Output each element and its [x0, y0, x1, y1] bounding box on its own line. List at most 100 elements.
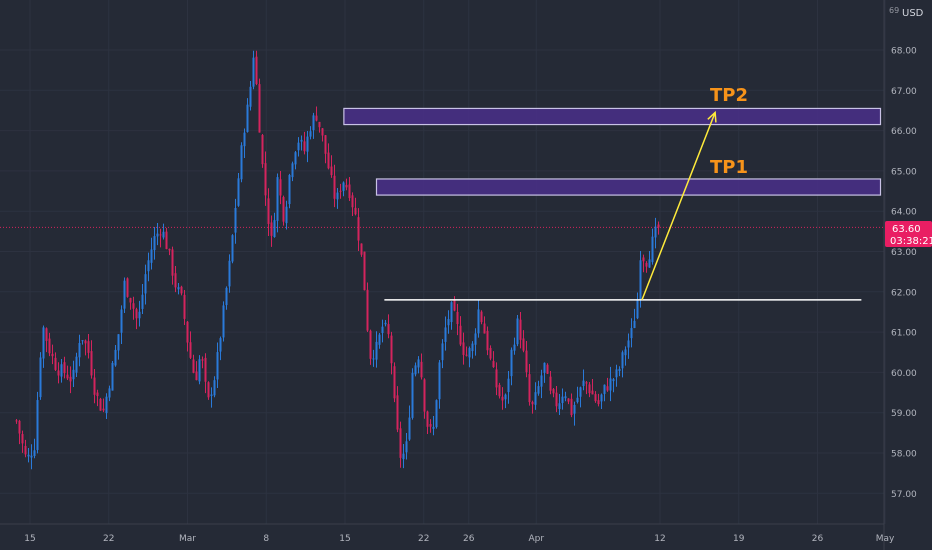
candle-body — [147, 260, 150, 272]
time-tick-label: May — [876, 534, 895, 544]
candle-body — [96, 392, 99, 397]
candle-body — [15, 420, 18, 422]
price-tick-label: 66.00 — [891, 127, 917, 137]
candle-body — [639, 260, 642, 300]
price-tick-label: 63.00 — [891, 248, 917, 258]
currency-label: USD — [902, 8, 924, 19]
candle-body — [324, 135, 327, 154]
tp2-resistance-zone[interactable] — [343, 107, 882, 126]
candle-body — [45, 328, 48, 341]
candle-body — [93, 377, 96, 395]
projection-arrow[interactable] — [641, 112, 716, 301]
candle-body — [252, 57, 255, 87]
countdown-value: 03:38:21 — [890, 236, 932, 247]
candle-body — [183, 294, 186, 319]
candle-body — [351, 195, 354, 208]
time-tick-label: Apr — [528, 534, 544, 544]
candle-body — [207, 382, 210, 398]
candle-body — [54, 357, 57, 370]
candle-body — [567, 398, 570, 402]
candle-body — [339, 190, 342, 192]
candle-body — [318, 121, 321, 128]
candle-body — [30, 455, 33, 458]
time-tick-label: 12 — [654, 534, 665, 544]
candle-body — [429, 424, 432, 427]
candle-body — [24, 445, 27, 455]
candle-body — [237, 178, 240, 206]
candle-body — [63, 362, 66, 374]
candle-body — [534, 392, 537, 405]
candle-body — [537, 386, 540, 394]
candle-body — [615, 369, 618, 378]
candle-body — [645, 262, 648, 267]
price-tick-label: 61.00 — [891, 329, 917, 339]
candle-body — [270, 222, 273, 236]
candle-body — [138, 311, 141, 319]
candle-body — [33, 450, 36, 456]
candle-body — [150, 249, 153, 263]
candle-body — [204, 357, 207, 382]
time-tick-label: Mar — [179, 534, 196, 544]
candle-body — [525, 350, 528, 373]
candle-body — [246, 104, 249, 132]
candle-body — [141, 294, 144, 309]
candle-body — [597, 400, 600, 405]
candle-body — [300, 139, 303, 142]
time-tick-label: 15 — [339, 534, 350, 544]
candle-body — [210, 394, 213, 396]
candle-body — [420, 361, 423, 378]
candle-body — [354, 207, 357, 215]
price-tick-label: 57.00 — [891, 490, 917, 500]
candle-body — [447, 319, 450, 326]
price-tick-label: 65.00 — [891, 167, 917, 177]
price-tick-label: 60.00 — [891, 369, 917, 379]
candle-body — [453, 299, 456, 311]
time-tick-label: 22 — [418, 534, 429, 544]
candle-body — [279, 179, 282, 196]
candle-body — [165, 231, 168, 250]
candle-body — [603, 384, 606, 394]
candle-body — [267, 198, 270, 224]
price-tick-label: 68.00 — [891, 47, 917, 57]
price-tick-label: 67.00 — [891, 87, 917, 97]
tp2-label: TP2 — [710, 85, 748, 106]
candle-body — [462, 342, 465, 355]
candle-body — [108, 388, 111, 398]
price-tick-label: 58.00 — [891, 450, 917, 460]
candle-body — [576, 397, 579, 403]
drawings-layer[interactable]: TP2 TP1 — [343, 85, 882, 301]
candle-body — [402, 453, 405, 460]
candle-body — [642, 257, 645, 262]
candle-body — [510, 349, 513, 377]
candle-body — [189, 342, 192, 358]
candle-body — [498, 384, 501, 397]
candle-body — [111, 362, 114, 391]
candle-body — [441, 343, 444, 361]
candle-body — [483, 323, 486, 334]
candle-body — [531, 401, 534, 405]
projection-arrowhead — [707, 110, 717, 123]
candle-body — [333, 175, 336, 199]
candle-body — [249, 86, 252, 107]
candle-body — [345, 184, 348, 188]
candle-body — [381, 326, 384, 334]
candle-body — [585, 382, 588, 384]
candle-body — [474, 333, 477, 345]
candle-body — [75, 356, 78, 373]
candle-body — [69, 376, 72, 382]
candle-body — [507, 378, 510, 393]
candle-body — [600, 394, 603, 402]
candle-body — [516, 318, 519, 345]
candle-body — [393, 366, 396, 399]
candle-body — [201, 359, 204, 361]
candle-body — [27, 454, 30, 457]
candle-body — [174, 273, 177, 288]
time-axis[interactable]: 15 22 Mar 8 15 22 26 Apr 12 19 26 May — [24, 534, 895, 544]
candle-body — [621, 352, 624, 369]
candle-body — [135, 309, 138, 319]
last-price-label: 63.60 03:38:21 — [885, 221, 932, 247]
candle-body — [303, 141, 306, 152]
tp1-resistance-zone[interactable] — [375, 178, 882, 196]
price-axis[interactable]: 57.00 58.00 59.00 60.00 61.00 62.00 63.00 64.00… — [891, 47, 917, 500]
